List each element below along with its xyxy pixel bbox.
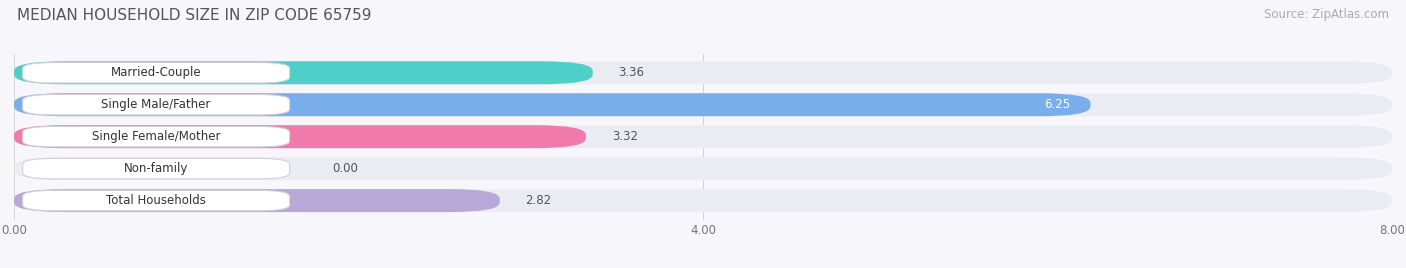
Text: 3.36: 3.36 <box>619 66 644 79</box>
Text: 6.25: 6.25 <box>1043 98 1070 111</box>
Text: Non-family: Non-family <box>124 162 188 175</box>
Text: Single Female/Mother: Single Female/Mother <box>91 130 221 143</box>
FancyBboxPatch shape <box>14 125 586 148</box>
Text: 2.82: 2.82 <box>526 194 551 207</box>
Text: Single Male/Father: Single Male/Father <box>101 98 211 111</box>
FancyBboxPatch shape <box>14 157 1392 180</box>
Text: Total Households: Total Households <box>107 194 207 207</box>
FancyBboxPatch shape <box>14 125 1392 148</box>
FancyBboxPatch shape <box>22 126 290 147</box>
FancyBboxPatch shape <box>14 93 1392 116</box>
FancyBboxPatch shape <box>22 62 290 83</box>
Text: MEDIAN HOUSEHOLD SIZE IN ZIP CODE 65759: MEDIAN HOUSEHOLD SIZE IN ZIP CODE 65759 <box>17 8 371 23</box>
FancyBboxPatch shape <box>14 189 1392 212</box>
FancyBboxPatch shape <box>22 158 290 179</box>
Text: Married-Couple: Married-Couple <box>111 66 201 79</box>
Text: Source: ZipAtlas.com: Source: ZipAtlas.com <box>1264 8 1389 21</box>
Text: 0.00: 0.00 <box>333 162 359 175</box>
FancyBboxPatch shape <box>22 95 290 115</box>
FancyBboxPatch shape <box>22 190 290 211</box>
FancyBboxPatch shape <box>14 93 1091 116</box>
Text: 3.32: 3.32 <box>612 130 638 143</box>
FancyBboxPatch shape <box>14 61 593 84</box>
FancyBboxPatch shape <box>14 61 1392 84</box>
FancyBboxPatch shape <box>14 189 499 212</box>
